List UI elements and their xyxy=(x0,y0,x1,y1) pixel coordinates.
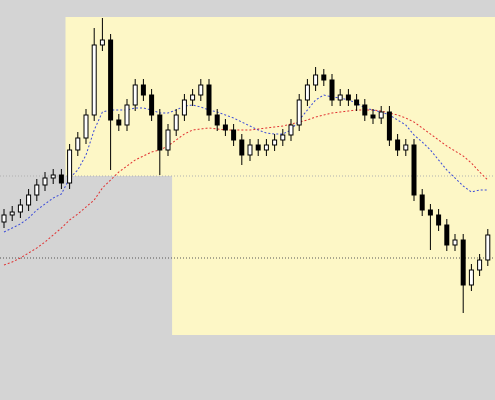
zone xyxy=(65,17,495,176)
moving-average xyxy=(3,109,489,266)
candle-body xyxy=(485,234,491,261)
candle-body xyxy=(124,104,130,126)
candle-body xyxy=(321,74,327,81)
candle-body xyxy=(395,139,401,151)
candle-body xyxy=(132,84,138,106)
candle-body xyxy=(91,44,97,116)
candle-body xyxy=(165,129,171,151)
candle-body xyxy=(403,144,409,151)
candle-body xyxy=(157,114,163,151)
candle-body xyxy=(206,84,212,116)
candle-body xyxy=(460,239,466,286)
candle-body xyxy=(99,39,105,46)
candle-body xyxy=(50,174,56,179)
candle-body xyxy=(386,111,392,141)
candle-body xyxy=(190,94,196,101)
candle-body xyxy=(477,259,483,271)
candle-body xyxy=(313,74,319,86)
candle-body xyxy=(181,99,187,116)
candle-body xyxy=(280,134,286,141)
candle-body xyxy=(58,174,64,184)
candle-body xyxy=(26,194,32,206)
candle-body xyxy=(419,194,425,211)
candle-body xyxy=(263,144,269,151)
candle-body xyxy=(362,104,368,116)
candle-body xyxy=(427,209,433,216)
moving-average xyxy=(3,94,488,233)
candle-body xyxy=(116,119,122,126)
candle-body xyxy=(67,149,73,184)
candle-body xyxy=(214,114,220,126)
candle-body xyxy=(370,114,376,119)
candle-body xyxy=(239,139,245,156)
candle-body xyxy=(452,239,458,246)
candle-body xyxy=(378,111,384,119)
candle-body xyxy=(140,84,146,96)
candle-body xyxy=(411,144,417,196)
candle-body xyxy=(296,99,302,126)
candle-body xyxy=(34,184,40,196)
candle-body xyxy=(1,214,7,223)
candle-body xyxy=(444,224,450,246)
candle-body xyxy=(108,39,114,121)
zone xyxy=(172,176,495,335)
candle-body xyxy=(345,94,351,101)
candle-body xyxy=(337,94,343,101)
candle-body xyxy=(9,211,15,216)
candle-body xyxy=(288,124,294,136)
candle-body xyxy=(468,269,474,286)
candle-body xyxy=(304,84,310,101)
candle-body xyxy=(436,214,442,226)
candle-body xyxy=(222,124,228,131)
candle-body xyxy=(75,137,81,151)
candle-body xyxy=(272,139,278,146)
candle-body xyxy=(354,99,360,106)
candle-body xyxy=(83,114,89,139)
candle-body xyxy=(173,114,179,131)
candle-body xyxy=(231,129,237,141)
candle-body xyxy=(42,177,48,186)
candle-body xyxy=(149,94,155,116)
candle-body xyxy=(198,84,204,96)
candle-body xyxy=(329,79,335,101)
candle-body xyxy=(247,144,253,156)
candle-body xyxy=(17,204,23,213)
candle-body xyxy=(255,144,261,151)
